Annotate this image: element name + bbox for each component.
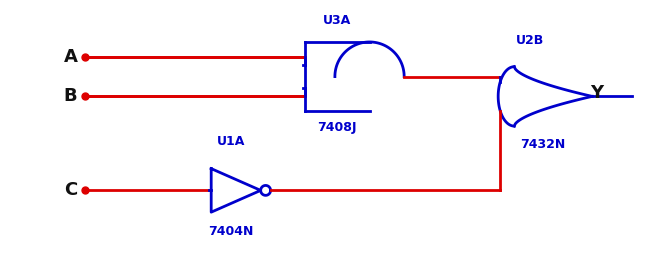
Text: U1A: U1A: [217, 135, 245, 148]
Text: A: A: [64, 48, 77, 66]
Text: 7432N: 7432N: [520, 138, 566, 151]
Text: 7404N: 7404N: [208, 225, 254, 238]
Text: U3A: U3A: [323, 14, 351, 27]
Text: U2B: U2B: [515, 34, 544, 47]
Text: 7408J: 7408J: [317, 121, 357, 134]
Text: C: C: [64, 181, 77, 200]
Text: B: B: [64, 88, 77, 105]
Text: Y: Y: [591, 84, 604, 102]
